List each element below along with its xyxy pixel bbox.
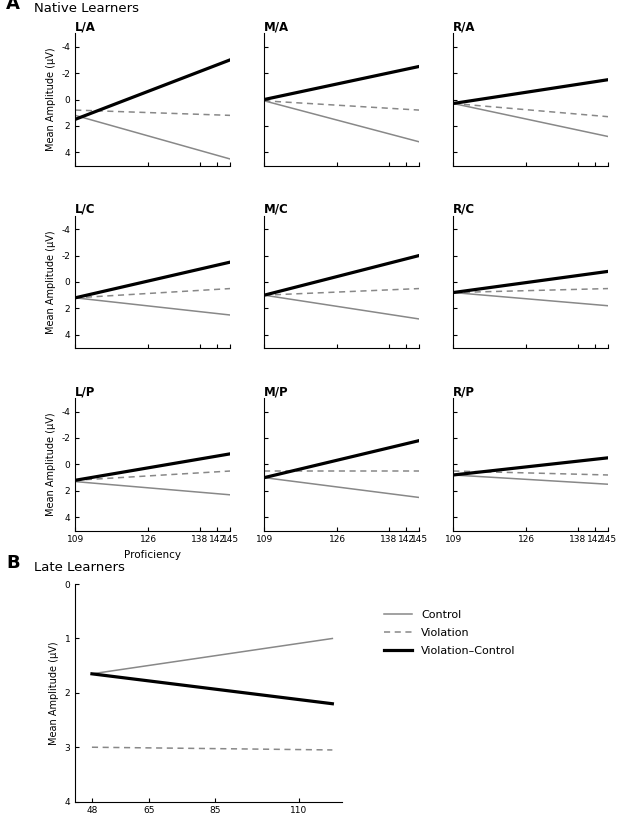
Y-axis label: Mean Amplitude (μV): Mean Amplitude (μV) <box>49 641 59 745</box>
Text: A: A <box>6 0 20 13</box>
Text: L/A: L/A <box>75 20 96 33</box>
Text: R/A: R/A <box>453 20 476 33</box>
Text: M/P: M/P <box>264 385 289 398</box>
X-axis label: Proficiency: Proficiency <box>124 550 181 560</box>
Text: M/A: M/A <box>264 20 290 33</box>
Text: M/C: M/C <box>264 203 289 216</box>
Text: Native Learners: Native Learners <box>34 2 139 15</box>
Text: Late Learners: Late Learners <box>34 561 125 574</box>
Text: L/C: L/C <box>75 203 96 216</box>
Text: R/P: R/P <box>453 385 475 398</box>
Y-axis label: Mean Amplitude (μV): Mean Amplitude (μV) <box>46 412 56 516</box>
Text: R/C: R/C <box>453 203 475 216</box>
Legend: Control, Violation, Violation–Control: Control, Violation, Violation–Control <box>380 606 520 660</box>
Y-axis label: Mean Amplitude (μV): Mean Amplitude (μV) <box>46 230 56 334</box>
Y-axis label: Mean Amplitude (μV): Mean Amplitude (μV) <box>46 48 56 151</box>
Text: L/P: L/P <box>75 385 95 398</box>
Text: B: B <box>6 554 20 572</box>
